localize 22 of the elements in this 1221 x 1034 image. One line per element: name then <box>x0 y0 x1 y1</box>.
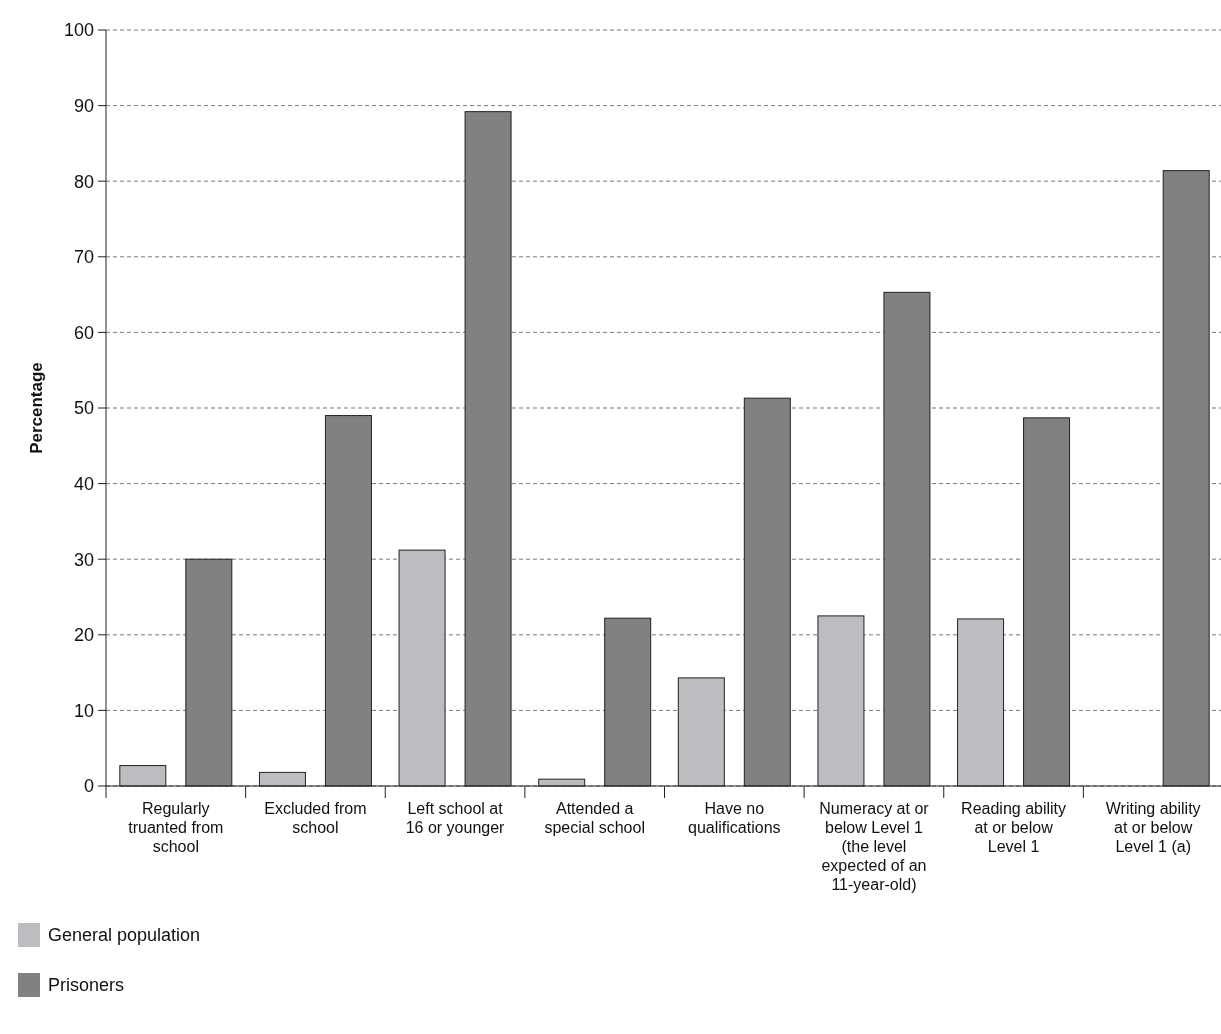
y-tick-label: 40 <box>73 473 94 494</box>
legend-label: Prisoners <box>48 975 125 996</box>
y-tick-label: 70 <box>73 247 94 268</box>
y-tick-label: 10 <box>73 700 94 721</box>
x-tick-label: Writing ability at or below Level 1 (a) <box>1105 800 1201 855</box>
legend-label: General population <box>48 925 201 946</box>
y-tick-label: 50 <box>73 398 94 419</box>
x-tick-label: Regularly truanted from school <box>128 800 224 855</box>
y-axis-title: Percentage <box>27 362 46 454</box>
y-tick-label: 80 <box>73 171 94 192</box>
x-tick-label: Excluded from school <box>264 800 367 836</box>
y-tick-label: 90 <box>73 95 94 116</box>
x-tick-label: Attended a special school <box>544 800 645 836</box>
x-tick-label: Left school at 16 or younger <box>405 800 506 836</box>
y-tick-label: 30 <box>73 549 94 570</box>
x-tick-label: Reading ability at or below Level 1 <box>961 800 1067 855</box>
x-tick-label: Numeracy at or below Level 1 (the level expected of an 11-year-old) <box>819 800 930 893</box>
y-tick-label: 20 <box>73 625 94 646</box>
x-tick-label: Have no qualifications <box>688 800 781 836</box>
y-tick-label: 100 <box>63 20 94 41</box>
y-tick-label: 0 <box>83 776 94 797</box>
y-tick-label: 60 <box>73 322 94 343</box>
